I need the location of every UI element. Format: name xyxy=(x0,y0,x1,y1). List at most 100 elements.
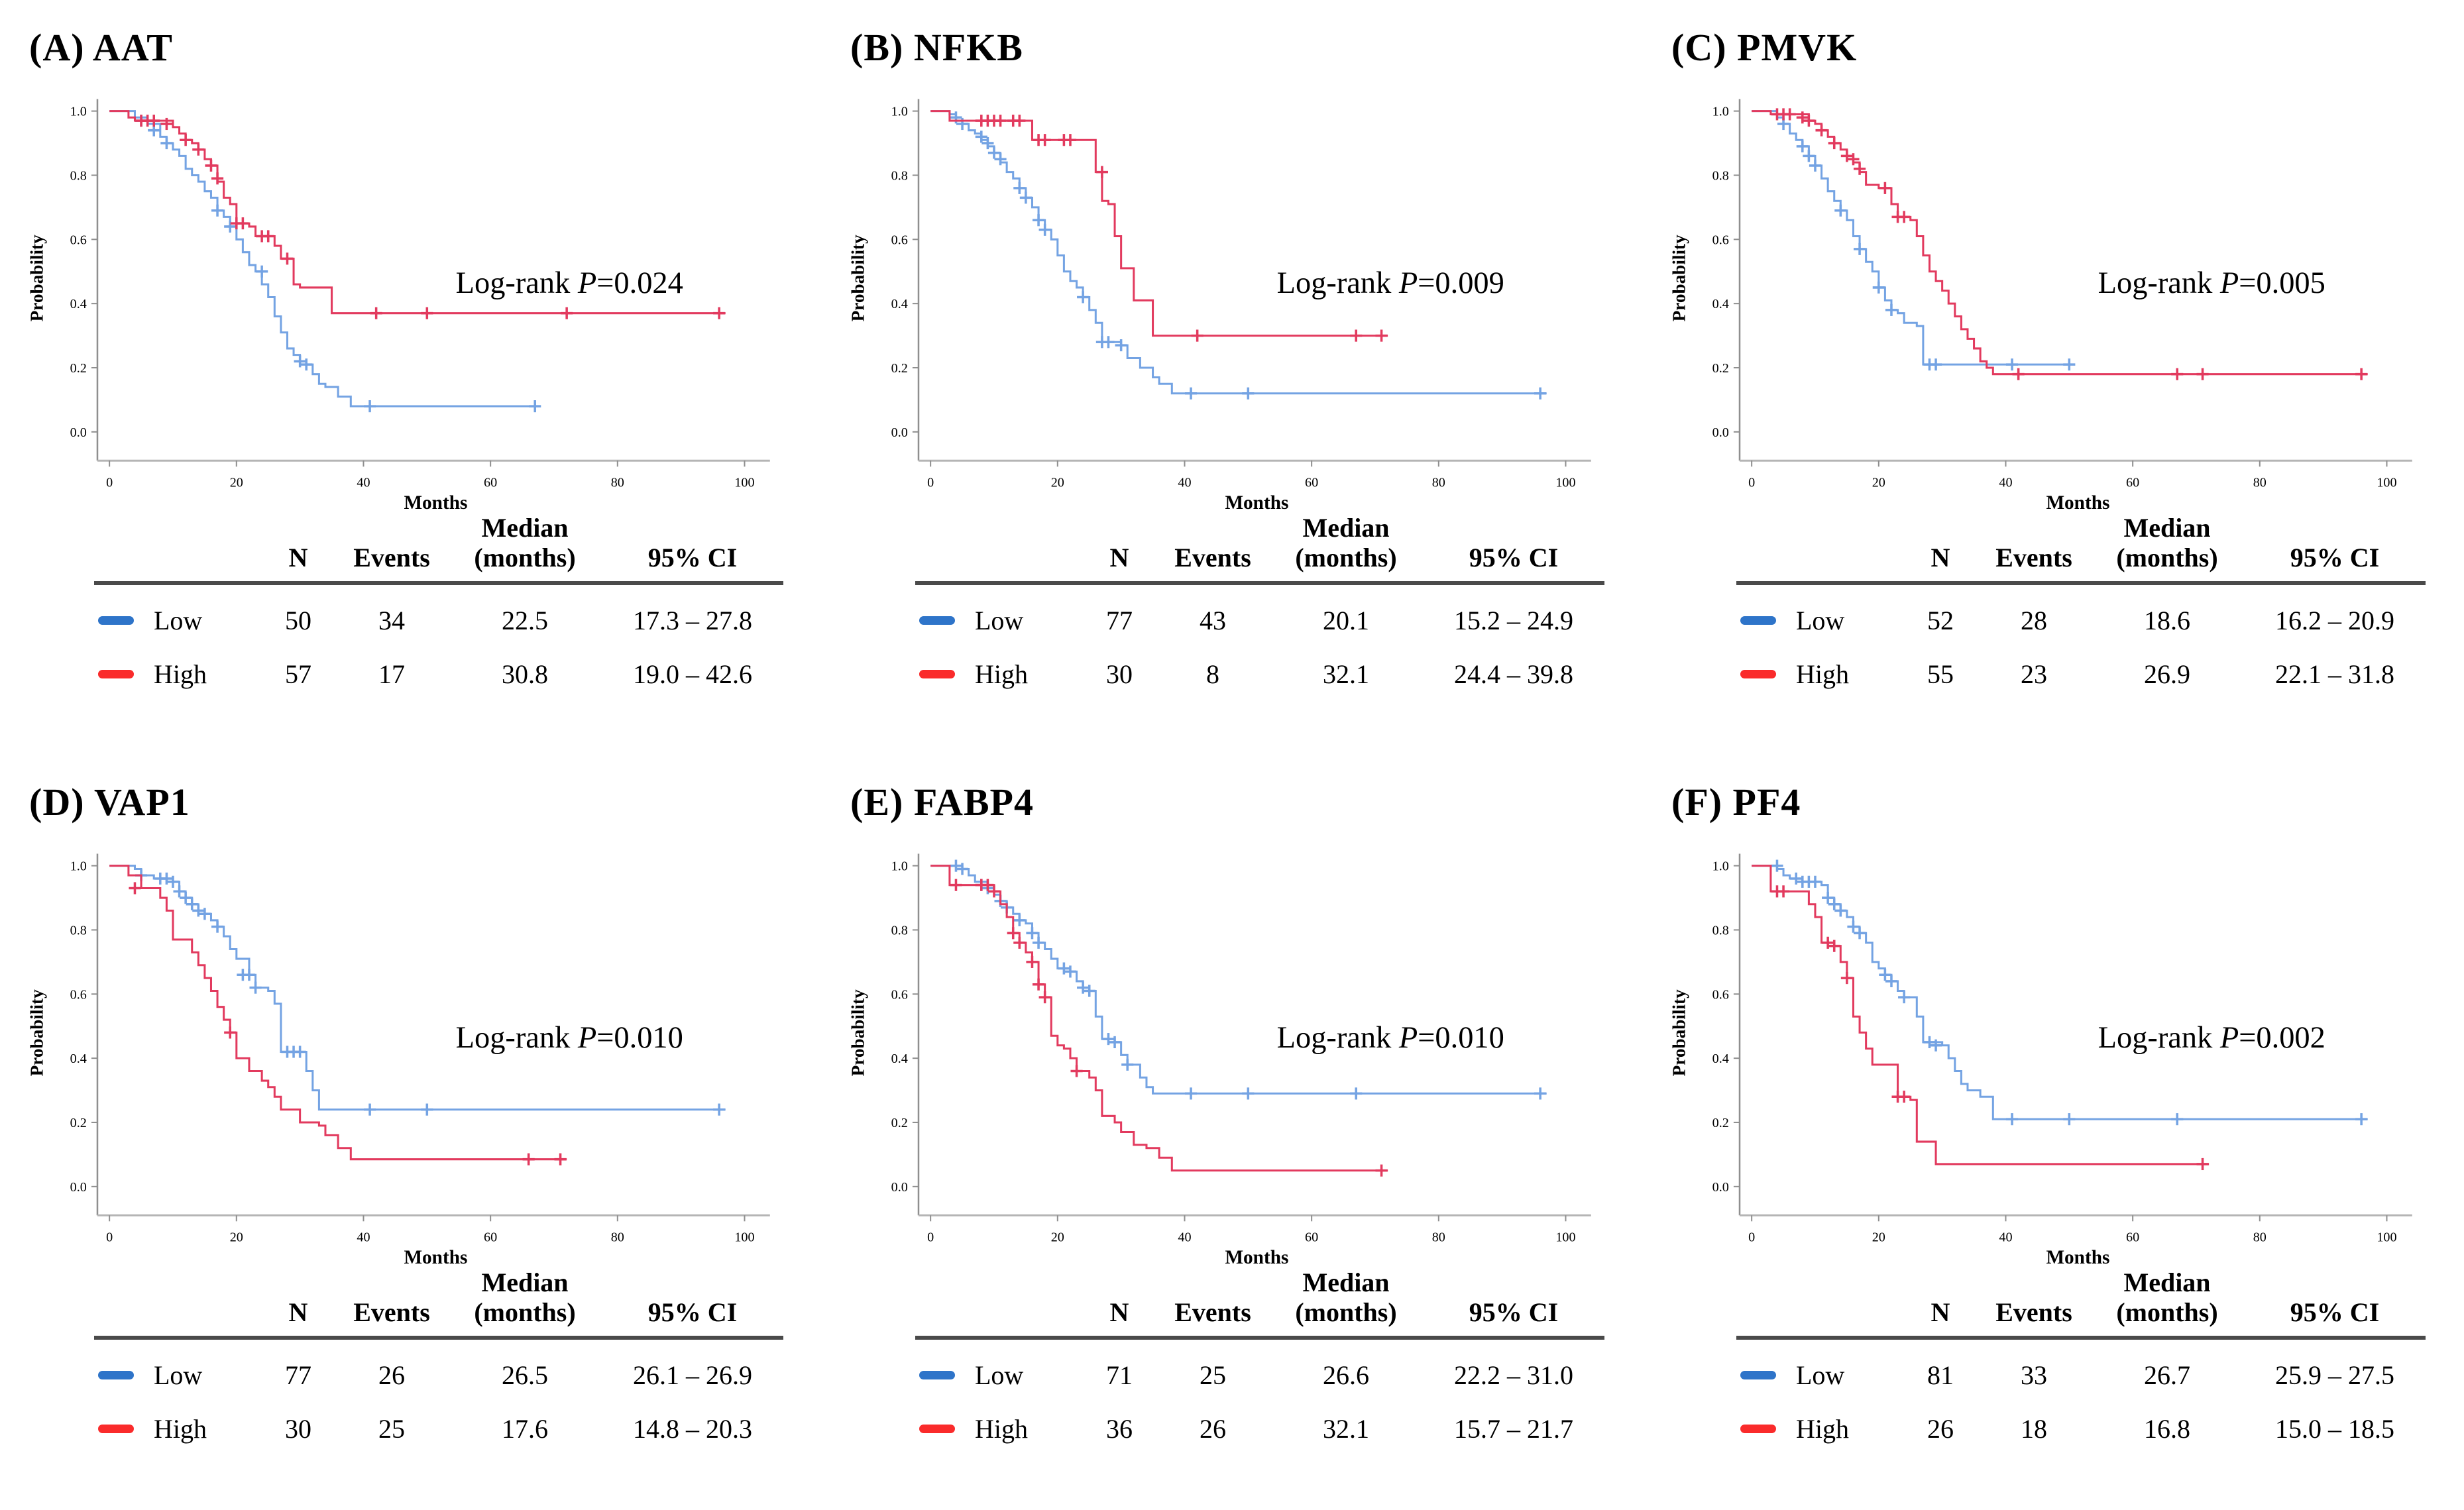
x-tick-label: 100 xyxy=(2377,1230,2396,1245)
x-tick-label: 40 xyxy=(1999,1230,2012,1245)
logrank-text: Log-rank P=0.002 xyxy=(2098,1021,2325,1055)
km-plot: 1.0 0.8 0.6 0.4 0.2 0.0 0 20 40 60 80 100 Probabilit… xyxy=(27,99,770,512)
high-events-value: 17 xyxy=(378,659,405,689)
y-tick-label: 1.0 xyxy=(1712,859,1729,874)
y-tick-label: 0.0 xyxy=(891,425,908,440)
x-tick-label: 20 xyxy=(1051,1230,1064,1245)
y-axis-label: Probability xyxy=(27,235,46,321)
high-ci-value: 15.7 – 21.7 xyxy=(1454,1413,1573,1444)
high-legend-swatch xyxy=(919,669,955,678)
col-header-events: Events xyxy=(1174,1297,1251,1327)
y-axis-label: Probability xyxy=(848,989,868,1076)
high-legend xyxy=(1736,1424,1792,1433)
high-group-label: High xyxy=(154,1413,207,1444)
x-tick-label: 60 xyxy=(2126,476,2139,490)
stats-table: N Events Median (months) 95% CI Low 81 3… xyxy=(1736,1267,2426,1447)
x-axis-label: Months xyxy=(2046,492,2109,512)
low-group-label: Low xyxy=(1796,1360,1845,1390)
table-row-low: Low 50 34 22.5 17.3 – 27.8 xyxy=(94,585,783,639)
y-tick-label: 0.0 xyxy=(891,1180,908,1195)
km-curve-low xyxy=(1752,110,2070,366)
stats-table: N Events Median (months) 95% CI Low 77 2… xyxy=(94,1267,783,1447)
high-median-value: 30.8 xyxy=(502,659,548,689)
stats-table-header: N Events Median (months) 95% CI xyxy=(94,1267,783,1340)
x-tick-label: 0 xyxy=(927,476,934,490)
stats-table-header: N Events Median (months) 95% CI xyxy=(1736,1267,2426,1340)
high-ci-value: 14.8 – 20.3 xyxy=(633,1413,752,1444)
col-header-median: Median (months) xyxy=(2090,513,2244,573)
low-ci-value: 17.3 – 27.8 xyxy=(633,605,752,635)
x-tick-label: 0 xyxy=(1748,1230,1755,1245)
group-column-spacer xyxy=(1792,572,1903,573)
km-curve-high xyxy=(930,865,1388,1172)
high-median-value: 32.1 xyxy=(1323,659,1369,689)
km-curve-high xyxy=(1752,865,2210,1165)
low-group-label: Low xyxy=(975,605,1024,635)
low-events-value: 43 xyxy=(1200,605,1226,635)
col-header-median-line2: (months) xyxy=(1295,542,1397,572)
low-ci-value: 26.1 – 26.9 xyxy=(633,1360,752,1390)
low-legend xyxy=(1736,1370,1792,1379)
high-legend xyxy=(94,1424,150,1433)
y-tick-label: 0.4 xyxy=(70,297,87,311)
high-events-value: 8 xyxy=(1206,659,1219,689)
x-tick-label: 100 xyxy=(734,1230,754,1245)
high-events-value: 23 xyxy=(2021,659,2047,689)
low-legend-swatch xyxy=(919,616,955,625)
logrank-text: Log-rank P=0.010 xyxy=(1277,1021,1504,1055)
y-tick-label: 0.8 xyxy=(70,924,87,938)
x-axis-label: Months xyxy=(1225,1247,1288,1267)
high-events-value: 25 xyxy=(378,1413,405,1444)
col-header-ci: 95% CI xyxy=(2290,1297,2380,1327)
low-n-value: 50 xyxy=(285,605,311,635)
y-tick-label: 0.6 xyxy=(1712,233,1729,247)
km-plot: 1.0 0.8 0.6 0.4 0.2 0.0 0 20 40 60 80 100 Probabilit… xyxy=(1669,99,2412,512)
y-tick-label: 0.6 xyxy=(891,233,908,247)
col-header-median: Median (months) xyxy=(2090,1267,2244,1328)
y-tick-label: 0.0 xyxy=(70,425,87,440)
group-column-spacer xyxy=(150,572,261,573)
high-median-value: 26.9 xyxy=(2144,659,2190,689)
panel-title: (B) NFKB xyxy=(850,26,1023,69)
high-group-label: High xyxy=(1796,659,1849,689)
logrank-text: Log-rank P=0.005 xyxy=(2098,266,2325,300)
x-tick-label: 60 xyxy=(2126,1230,2139,1245)
low-legend xyxy=(915,616,971,625)
col-header-median-line2: (months) xyxy=(1295,1297,1397,1327)
low-legend-swatch xyxy=(919,1370,955,1379)
low-legend-swatch xyxy=(98,616,134,625)
table-row-low: Low 52 28 18.6 16.2 – 20.9 xyxy=(1736,585,2426,639)
col-header-n: N xyxy=(1931,542,1950,572)
col-header-median-line1: Median xyxy=(1302,1267,1390,1297)
x-tick-label: 60 xyxy=(484,1230,497,1245)
col-header-median: Median (months) xyxy=(1269,513,1423,573)
high-legend-swatch xyxy=(1740,1424,1776,1433)
low-group-label: Low xyxy=(154,1360,203,1390)
y-tick-label: 1.0 xyxy=(891,105,908,119)
high-legend-swatch xyxy=(98,669,134,678)
low-median-value: 22.5 xyxy=(502,605,548,635)
high-legend xyxy=(94,669,150,678)
table-row-low: Low 77 43 20.1 15.2 – 24.9 xyxy=(915,585,1604,639)
swatch-column-spacer xyxy=(94,1327,150,1328)
x-axis-label: Months xyxy=(2046,1247,2109,1267)
col-header-median-line1: Median xyxy=(1302,513,1390,543)
high-legend xyxy=(915,1424,971,1433)
low-events-value: 34 xyxy=(378,605,405,635)
table-row-high: High 26 18 16.8 15.0 – 18.5 xyxy=(1736,1393,2426,1447)
high-n-value: 57 xyxy=(285,659,311,689)
low-n-value: 52 xyxy=(1927,605,1954,635)
logrank-text: Log-rank P=0.024 xyxy=(456,266,683,300)
col-header-median: Median (months) xyxy=(1269,1267,1423,1328)
x-axis-label: Months xyxy=(1225,492,1288,512)
col-header-median: Median (months) xyxy=(448,1267,602,1328)
km-curve-low xyxy=(930,110,1547,395)
stats-table-header: N Events Median (months) 95% CI xyxy=(915,1267,1604,1340)
x-tick-label: 80 xyxy=(2253,1230,2267,1245)
col-header-median-line2: (months) xyxy=(2116,542,2218,572)
low-n-value: 71 xyxy=(1106,1360,1133,1390)
high-n-value: 30 xyxy=(285,1413,311,1444)
y-tick-label: 0.0 xyxy=(1712,425,1729,440)
swatch-column-spacer xyxy=(94,572,150,573)
